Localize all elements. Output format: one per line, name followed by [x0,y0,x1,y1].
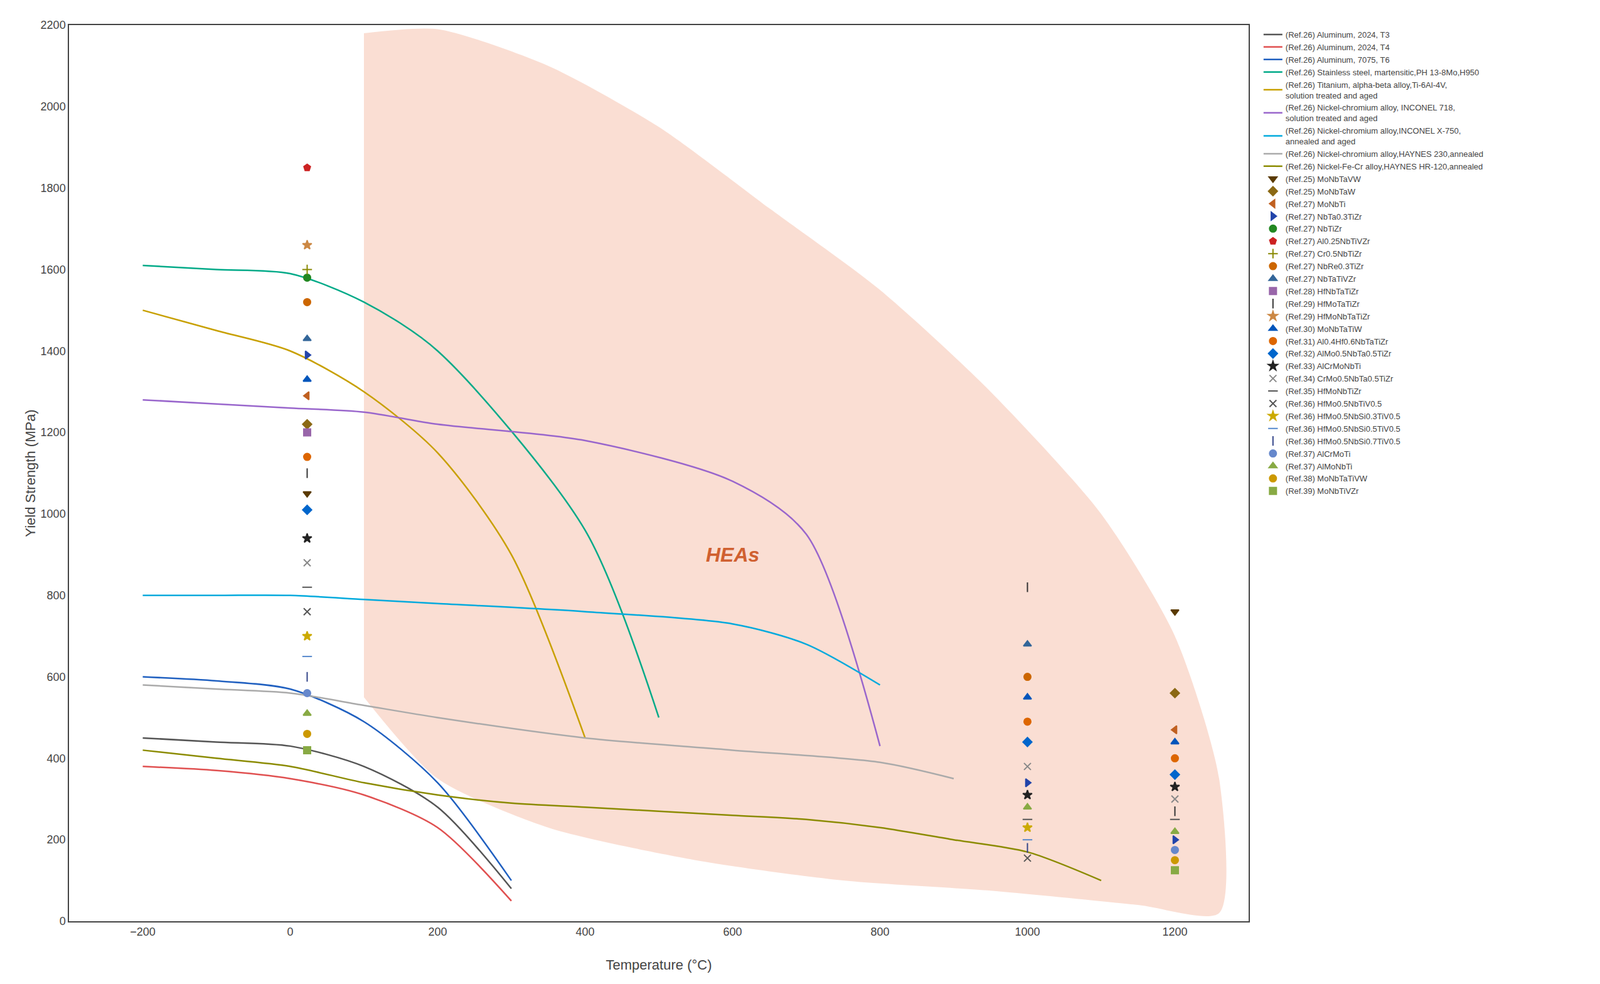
svg-text:800: 800 [47,589,66,602]
svg-text:1000: 1000 [1014,925,1040,939]
svg-text:(Ref.33) AlCrMoNbTi: (Ref.33) AlCrMoNbTi [1285,361,1361,371]
svg-text:Temperature (°C): Temperature (°C) [606,956,713,973]
svg-text:(Ref.26) Nickel-Fe-Cr alloy,HA: (Ref.26) Nickel-Fe-Cr alloy,HAYNES HR-12… [1285,161,1484,172]
svg-text:1200: 1200 [40,426,66,439]
svg-text:(Ref.36) HfMo0.5NbTiV0.5: (Ref.36) HfMo0.5NbTiV0.5 [1285,399,1382,409]
svg-text:(Ref.27) Al0.25NbTiVZr: (Ref.27) Al0.25NbTiVZr [1285,236,1371,246]
svg-text:(Ref.36) HfMo0.5NbSi0.7TiV0.5: (Ref.36) HfMo0.5NbSi0.7TiV0.5 [1285,436,1401,447]
svg-text:0: 0 [59,914,66,928]
svg-text:1800: 1800 [40,181,66,195]
svg-text:200: 200 [47,833,66,846]
svg-text:1600: 1600 [40,263,66,277]
svg-text:(Ref.36) HfMo0.5NbSi0.3TiV0.5: (Ref.36) HfMo0.5NbSi0.3TiV0.5 [1285,411,1401,422]
svg-text:(Ref.39) MoNbTiVZr: (Ref.39) MoNbTiVZr [1285,486,1360,496]
svg-text:(Ref.28) HfNbTaTiZr: (Ref.28) HfNbTaTiZr [1285,286,1360,297]
svg-text:1400: 1400 [40,345,66,358]
svg-text:600: 600 [722,925,742,939]
svg-text:(Ref.26) Aluminum, 2024, T3: (Ref.26) Aluminum, 2024, T3 [1285,30,1390,40]
svg-text:(Ref.27) NbRe0.3TiZr: (Ref.27) NbRe0.3TiZr [1285,261,1365,272]
svg-text:(Ref.27) NbTiZr: (Ref.27) NbTiZr [1285,224,1343,234]
svg-text:(Ref.26) Nickel-chromium alloy: (Ref.26) Nickel-chromium alloy,INCONEL X… [1285,126,1462,147]
svg-text:HEAs: HEAs [705,543,760,566]
svg-text:(Ref.31) Al0.4Hf0.6NbTaTiZr: (Ref.31) Al0.4Hf0.6NbTaTiZr [1285,336,1389,347]
svg-text:(Ref.27) NbTa0.3TiZr: (Ref.27) NbTa0.3TiZr [1285,212,1363,222]
svg-text:(Ref.38) MoNbTaTiVW: (Ref.38) MoNbTaTiVW [1285,473,1368,484]
svg-text:(Ref.27) Cr0.5NbTiZr: (Ref.27) Cr0.5NbTiZr [1285,249,1363,259]
svg-text:(Ref.29) HfMoNbTaTiZr: (Ref.29) HfMoNbTaTiZr [1285,311,1371,322]
svg-text:400: 400 [575,925,595,939]
svg-text:0: 0 [286,925,294,939]
svg-text:200: 200 [427,925,447,939]
svg-text:800: 800 [870,925,890,939]
svg-text:(Ref.26) Nickel-chromium alloy: (Ref.26) Nickel-chromium alloy, INCONEL … [1285,102,1456,123]
svg-text:(Ref.26) Aluminum, 7075, T6: (Ref.26) Aluminum, 7075, T6 [1285,55,1390,65]
svg-text:1000: 1000 [40,507,66,521]
svg-text:(Ref.25) MoNbTaVW: (Ref.25) MoNbTaVW [1285,174,1362,184]
svg-text:(Ref.27) NbTaTiVZr: (Ref.27) NbTaTiVZr [1285,274,1357,284]
svg-text:(Ref.26) Titanium, alpha-beta: (Ref.26) Titanium, alpha-beta alloy,Ti-6… [1285,80,1447,101]
svg-text:1200: 1200 [1162,925,1188,939]
svg-text:(Ref.34) CrMo0.5NbTa0.5TiZr: (Ref.34) CrMo0.5NbTa0.5TiZr [1285,373,1394,384]
svg-text:(Ref.25) MoNbTaW: (Ref.25) MoNbTaW [1285,186,1356,197]
svg-text:(Ref.36) HfMo0.5NbSi0.5TiV0.5: (Ref.36) HfMo0.5NbSi0.5TiV0.5 [1285,424,1401,434]
svg-text:(Ref.26) Aluminum, 2024, T4: (Ref.26) Aluminum, 2024, T4 [1285,42,1390,53]
svg-text:(Ref.27) MoNbTi: (Ref.27) MoNbTi [1285,199,1346,209]
svg-text:Yield Strength (MPa): Yield Strength (MPa) [22,409,39,537]
svg-text:2200: 2200 [40,18,66,32]
svg-text:600: 600 [47,670,66,684]
svg-text:(Ref.26) Stainless steel, mart: (Ref.26) Stainless steel, martensitic,PH… [1285,67,1480,78]
svg-text:(Ref.37) AlMoNbTi: (Ref.37) AlMoNbTi [1285,461,1353,472]
svg-text:(Ref.26) Nickel-chromium alloy: (Ref.26) Nickel-chromium alloy,HAYNES 23… [1285,149,1484,159]
svg-text:(Ref.30) MoNbTaTiW: (Ref.30) MoNbTaTiW [1285,324,1363,334]
svg-text:(Ref.29) HfMoTaTiZr: (Ref.29) HfMoTaTiZr [1285,299,1361,309]
svg-text:400: 400 [47,752,66,765]
svg-text:(Ref.37) AlCrMoTi: (Ref.37) AlCrMoTi [1285,449,1351,459]
svg-text:(Ref.32) AlMo0.5NbTa0.5TiZr: (Ref.32) AlMo0.5NbTa0.5TiZr [1285,348,1392,359]
svg-text:2000: 2000 [40,100,66,113]
svg-text:−200: −200 [129,925,156,939]
svg-text:(Ref.35) HfMoNbTiZr: (Ref.35) HfMoNbTiZr [1285,386,1363,396]
